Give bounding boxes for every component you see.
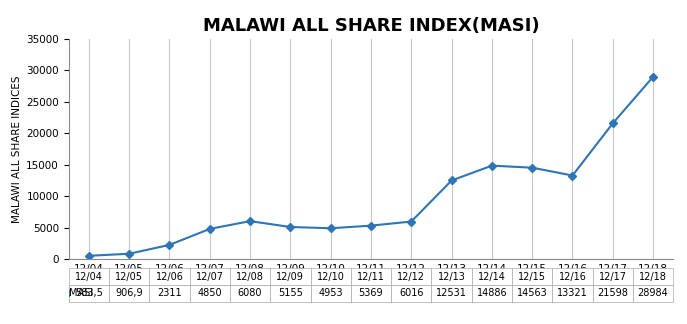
Text: MASI: MASI: [69, 288, 93, 298]
Title: MALAWI ALL SHARE INDEX(MASI): MALAWI ALL SHARE INDEX(MASI): [203, 17, 539, 35]
Y-axis label: MALAWI ALL SHARE INDICES: MALAWI ALL SHARE INDICES: [12, 75, 22, 223]
